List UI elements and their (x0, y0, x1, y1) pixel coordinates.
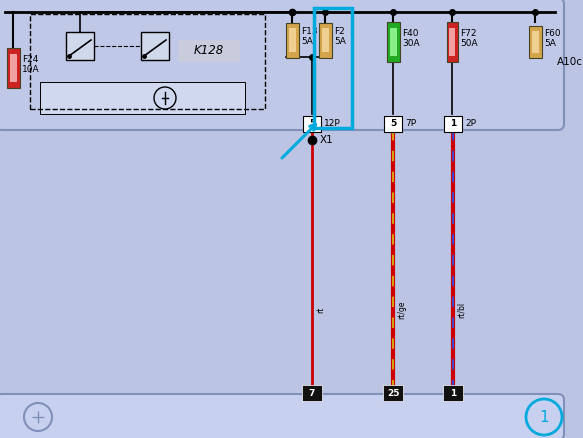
Bar (390, 28, 397, 56)
Text: 2P: 2P (465, 120, 476, 128)
Bar (10, 54, 17, 82)
Text: 5A: 5A (544, 39, 556, 48)
Bar (444, 116, 462, 132)
Text: 1: 1 (539, 410, 549, 424)
Bar (7, 48, 20, 88)
Text: X1: X1 (320, 135, 333, 145)
Text: 7: 7 (309, 389, 315, 398)
Bar (322, 28, 329, 52)
Bar (66, 32, 94, 60)
Bar (30, 14, 265, 109)
Text: 25: 25 (387, 389, 399, 398)
Bar (314, 8, 352, 128)
Bar (529, 26, 542, 58)
Text: 5: 5 (390, 120, 396, 128)
FancyBboxPatch shape (0, 0, 564, 130)
Bar (387, 22, 400, 62)
Bar (443, 385, 463, 401)
Bar (302, 385, 322, 401)
Bar (447, 22, 458, 62)
Bar (303, 116, 321, 132)
FancyBboxPatch shape (0, 394, 564, 438)
Text: F2: F2 (334, 27, 345, 36)
Text: 7P: 7P (405, 120, 416, 128)
Text: rt/ge: rt/ge (397, 301, 406, 319)
Text: rt/bl: rt/bl (457, 302, 466, 318)
Text: F13: F13 (301, 27, 318, 36)
Bar (383, 385, 403, 401)
Bar (449, 28, 455, 56)
Text: F72: F72 (460, 29, 476, 38)
Bar (384, 116, 402, 132)
Bar (319, 23, 332, 58)
Text: rt: rt (316, 307, 325, 313)
Text: 10A: 10A (22, 65, 40, 74)
Bar (40, 82, 245, 114)
Bar (289, 28, 296, 52)
Bar (532, 31, 539, 53)
Text: F24: F24 (22, 55, 38, 64)
Text: 5A: 5A (301, 37, 313, 46)
Text: 1: 1 (450, 120, 456, 128)
Bar (286, 23, 299, 58)
Text: 30A: 30A (402, 39, 420, 48)
Text: K128: K128 (194, 45, 224, 57)
Text: A10c: A10c (557, 57, 583, 67)
Bar (178, 40, 240, 62)
Text: 5: 5 (309, 120, 315, 128)
Text: 12P: 12P (324, 120, 340, 128)
Bar (141, 32, 169, 60)
Text: 5A: 5A (334, 37, 346, 46)
Text: F40: F40 (402, 29, 419, 38)
Text: F60: F60 (544, 29, 561, 38)
Text: 50A: 50A (460, 39, 477, 48)
Text: 1: 1 (450, 389, 456, 398)
